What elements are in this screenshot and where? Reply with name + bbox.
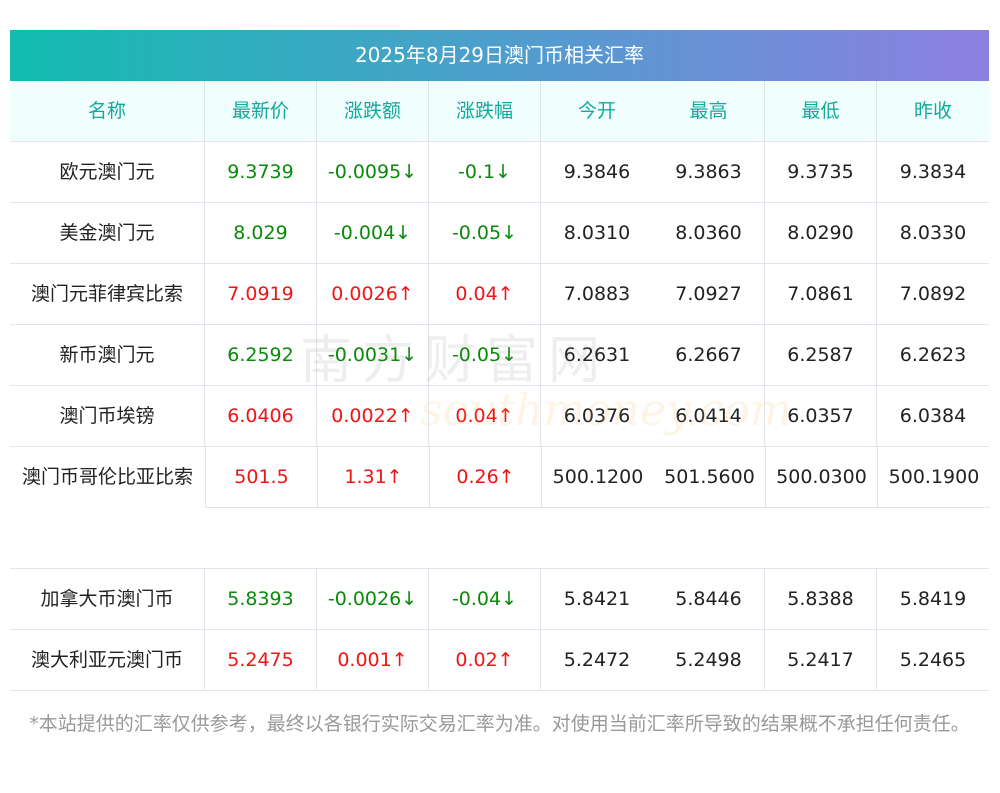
- cell-prev: 7.0892: [899, 283, 967, 305]
- cell-name: 澳门元菲律宾比索: [10, 264, 205, 324]
- cell-high: 7.0927: [653, 264, 765, 324]
- cell-low: 6.2587: [765, 325, 877, 385]
- table-row: 澳门元菲律宾比索 7.0919 0.0026↑ 0.04↑ 7.0883 7.0927 7.…: [10, 264, 989, 325]
- cell-price: 501.5: [206, 447, 318, 507]
- table-row: 澳大利亚元澳门币 5.2475 0.001↑ 0.02↑ 5.2472 5.2498 5.2…: [10, 630, 989, 691]
- cell-low: 500.0300: [766, 447, 878, 507]
- cell-name: 澳门币哥伦比亚比索: [21, 466, 193, 488]
- cell-open: 6.0376: [563, 405, 631, 427]
- cell-name: 美金澳门元: [10, 203, 205, 263]
- cell-price: 6.0406: [205, 386, 317, 446]
- cell-prev: 5.8419: [899, 588, 967, 610]
- cell-low: 9.3735: [765, 142, 877, 202]
- exchange-rate-table: 名称 最新价 涨跌额 涨跌幅 今开 最高 最低 昨收 欧元澳门元 9.3739 -0…: [10, 81, 990, 691]
- cell-low: 5.8388: [765, 569, 877, 629]
- header-pct: 涨跌幅: [429, 81, 541, 141]
- cell-prev: 8.0330: [899, 222, 967, 244]
- cell-pct: 0.26↑: [430, 447, 542, 507]
- table-title: 2025年8月29日澳门币相关汇率: [10, 30, 989, 81]
- cell-high: 6.0414: [653, 386, 765, 446]
- cell-high: 6.2667: [653, 325, 765, 385]
- cell-low: 5.2417: [765, 630, 877, 690]
- cell-price: 7.0919: [205, 264, 317, 324]
- cell-prev: 5.2465: [899, 649, 967, 671]
- cell-change: -0.0095↓: [317, 142, 429, 202]
- table-row: 澳门币埃镑 6.0406 0.0022↑ 0.04↑ 6.0376 6.0414 6.035…: [10, 386, 989, 447]
- cell-pct: -0.05↓: [429, 203, 541, 263]
- table-header-row: 名称 最新价 涨跌额 涨跌幅 今开 最高 最低 昨收: [10, 81, 989, 142]
- cell-price: 5.2475: [205, 630, 317, 690]
- cell-low: 8.0290: [765, 203, 877, 263]
- cell-prev: 6.0384: [899, 405, 967, 427]
- cell-price: 5.8393: [205, 569, 317, 629]
- cell-price: 6.2592: [205, 325, 317, 385]
- header-high: 最高: [653, 81, 765, 141]
- cell-change: 0.001↑: [317, 630, 429, 690]
- cell-open: 5.8421: [563, 588, 631, 610]
- cell-pct: -0.04↓: [429, 569, 541, 629]
- cell-name: 澳大利亚元澳门币: [10, 630, 205, 690]
- header-prev: 昨收: [913, 100, 952, 122]
- cell-name: 加拿大币澳门币: [10, 569, 205, 629]
- cell-high: 5.8446: [653, 569, 765, 629]
- cell-high: 9.3863: [653, 142, 765, 202]
- cell-price: 9.3739: [205, 142, 317, 202]
- cell-change: -0.0026↓: [317, 569, 429, 629]
- header-change: 涨跌额: [317, 81, 429, 141]
- cell-open: 9.3846: [563, 161, 631, 183]
- table-row: 新币澳门元 6.2592 -0.0031↓ -0.05↓ 6.2631 6.2667 6.2…: [10, 325, 989, 386]
- cell-open: 8.0310: [563, 222, 631, 244]
- cell-change: 0.0022↑: [317, 386, 429, 446]
- cell-pct: 0.04↑: [429, 264, 541, 324]
- cell-price: 8.029: [205, 203, 317, 263]
- cell-prev: 500.1900: [888, 466, 980, 488]
- cell-change: 0.0026↑: [317, 264, 429, 324]
- cell-high: 501.5600: [654, 447, 766, 507]
- cell-pct: 0.04↑: [429, 386, 541, 446]
- disclaimer-note: *本站提供的汇率仅供参考，最终以各银行实际交易汇率为准。对使用当前汇率所导致的结…: [29, 713, 970, 735]
- cell-high: 5.2498: [653, 630, 765, 690]
- cell-pct: -0.1↓: [429, 142, 541, 202]
- cell-prev: 9.3834: [899, 161, 967, 183]
- cell-change: 1.31↑: [318, 447, 430, 507]
- cell-low: 7.0861: [765, 264, 877, 324]
- cell-change: -0.004↓: [317, 203, 429, 263]
- header-price: 最新价: [205, 81, 317, 141]
- table-row: 欧元澳门元 9.3739 -0.0095↓ -0.1↓ 9.3846 9.3863 9.37…: [10, 142, 989, 203]
- cell-open: 5.2472: [563, 649, 631, 671]
- cell-prev: 6.2623: [899, 344, 967, 366]
- cell-name: 澳门币埃镑: [10, 386, 205, 446]
- header-open: 今开: [577, 100, 616, 122]
- cell-open: 7.0883: [563, 283, 631, 305]
- table-row: 美金澳门元 8.029 -0.004↓ -0.05↓ 8.0310 8.0360 8.029…: [10, 203, 989, 264]
- header-name: 名称: [10, 81, 205, 141]
- cell-pct: -0.05↓: [429, 325, 541, 385]
- header-low: 最低: [765, 81, 877, 141]
- table-row: 澳门币哥伦比亚比索 501.5 1.31↑ 0.26↑ 500.1200 501.5600…: [10, 447, 990, 569]
- cell-pct: 0.02↑: [429, 630, 541, 690]
- cell-high: 8.0360: [653, 203, 765, 263]
- cell-change: -0.0031↓: [317, 325, 429, 385]
- cell-open: 500.1200: [552, 466, 644, 488]
- cell-open: 6.2631: [563, 344, 631, 366]
- cell-name: 新币澳门元: [10, 325, 205, 385]
- cell-name: 欧元澳门元: [10, 142, 205, 202]
- cell-low: 6.0357: [765, 386, 877, 446]
- table-row: 加拿大币澳门币 5.8393 -0.0026↓ -0.04↓ 5.8421 5.8446 5…: [10, 569, 989, 630]
